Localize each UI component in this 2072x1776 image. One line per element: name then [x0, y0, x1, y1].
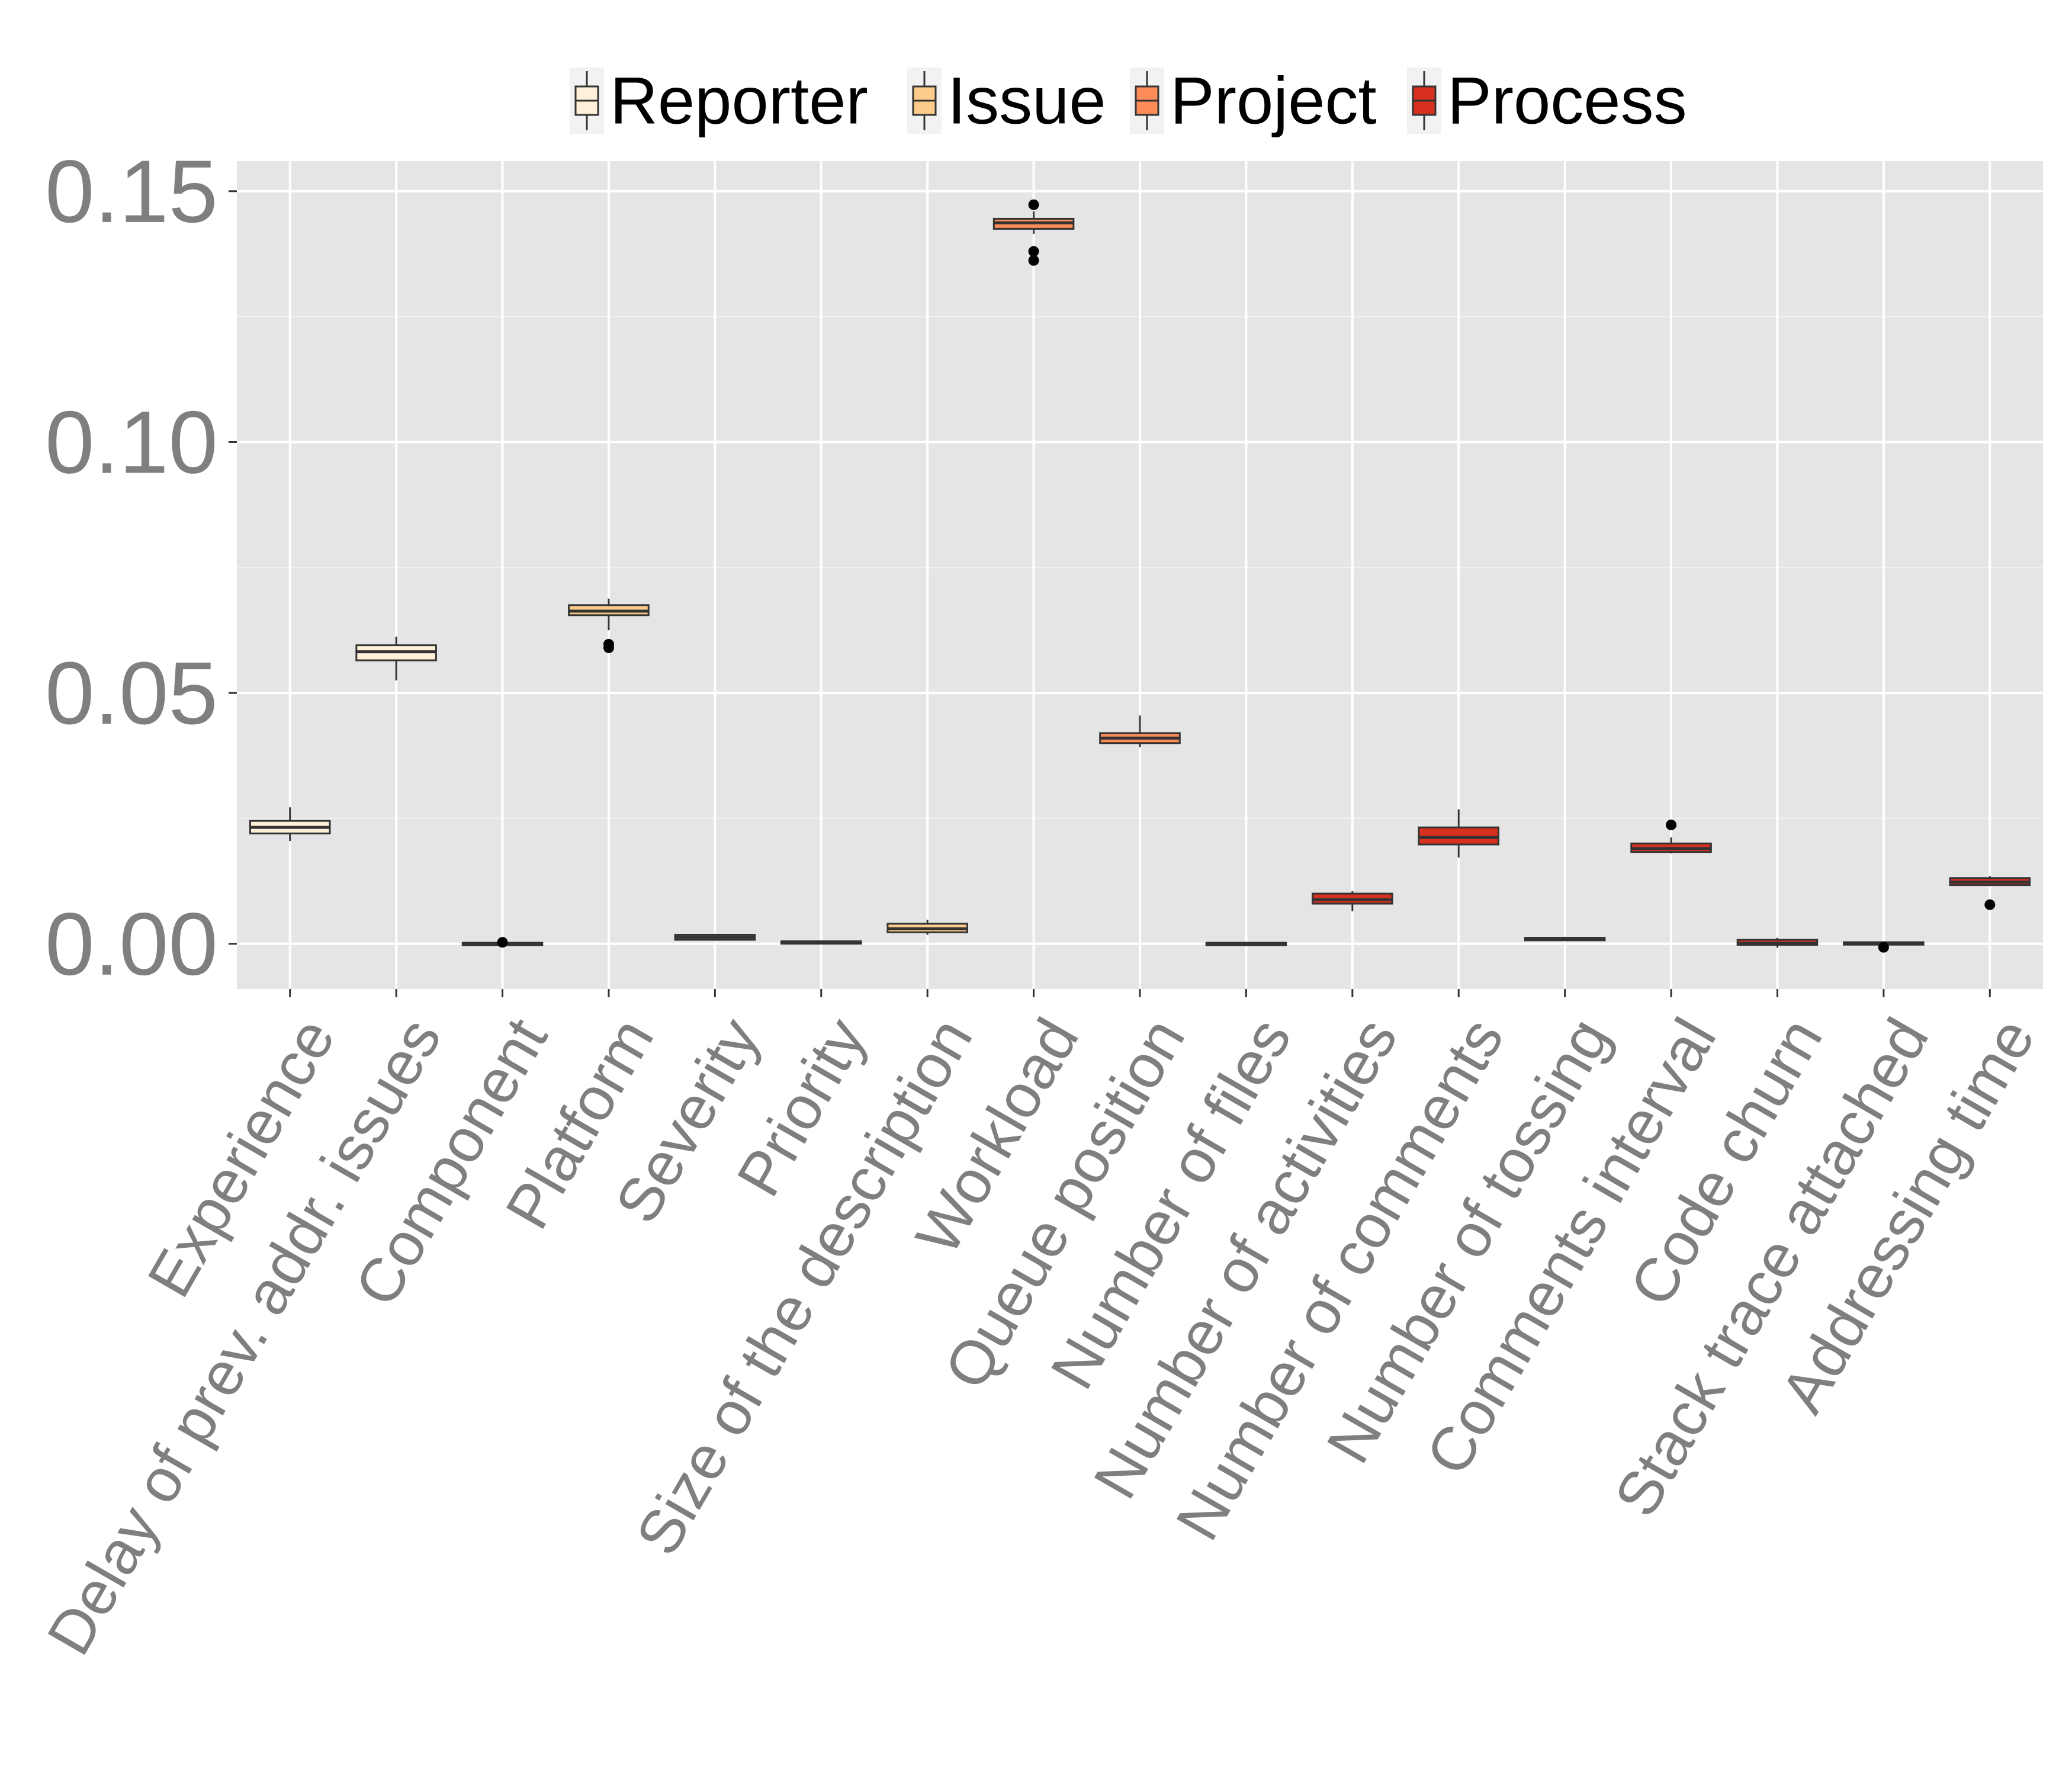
outlier-point [1028, 199, 1039, 210]
outlier-point [1984, 899, 1996, 910]
outlier-point [1666, 819, 1677, 830]
box-workload [992, 199, 1075, 266]
box-stack-trace-attached [1843, 941, 1925, 953]
box-number-of-files [1205, 942, 1287, 946]
box-queue-position [1099, 715, 1181, 747]
box-addressing-time [1949, 876, 2031, 910]
y-axis-ticks: 0.00 0.05 0.10 0.15 [45, 142, 237, 994]
box-delay-of-prev-addr-issues [355, 637, 437, 680]
y-tick-label: 0.05 [45, 643, 218, 743]
box-code-churn [1736, 937, 1819, 948]
legend-label: Process [1447, 64, 1687, 138]
box-comments-interval [1630, 819, 1712, 854]
y-tick-label: 0.10 [45, 392, 218, 492]
outlier-point [1028, 246, 1039, 257]
box-priority [780, 940, 862, 945]
box-component [461, 937, 544, 948]
y-tick-label: 0.00 [45, 894, 218, 994]
legend-label: Reporter [610, 64, 868, 138]
box-experience [249, 807, 331, 842]
box-severity [674, 933, 756, 941]
boxes [249, 199, 2031, 953]
legend-item-project: Project [1130, 64, 1377, 138]
outlier-point [1878, 942, 1889, 953]
box-platform [568, 598, 650, 653]
box-size-of-the-description [886, 920, 968, 935]
box-number-of-activities [1312, 891, 1393, 911]
legend-item-process: Process [1407, 64, 1687, 138]
legend: Reporter Issue Project Process [570, 64, 1687, 138]
outlier-point [603, 638, 614, 650]
legend-label: Project [1170, 64, 1377, 138]
y-tick-label: 0.15 [45, 142, 218, 241]
legend-item-reporter: Reporter [570, 64, 868, 138]
legend-label: Issue [947, 64, 1106, 138]
outlier-point [497, 937, 508, 948]
box-number-of-comments [1418, 809, 1500, 858]
box-number-of-tossing [1524, 936, 1606, 942]
outlier-point [1028, 255, 1039, 266]
legend-item-issue: Issue [907, 64, 1106, 138]
box-iqr [1418, 826, 1500, 846]
